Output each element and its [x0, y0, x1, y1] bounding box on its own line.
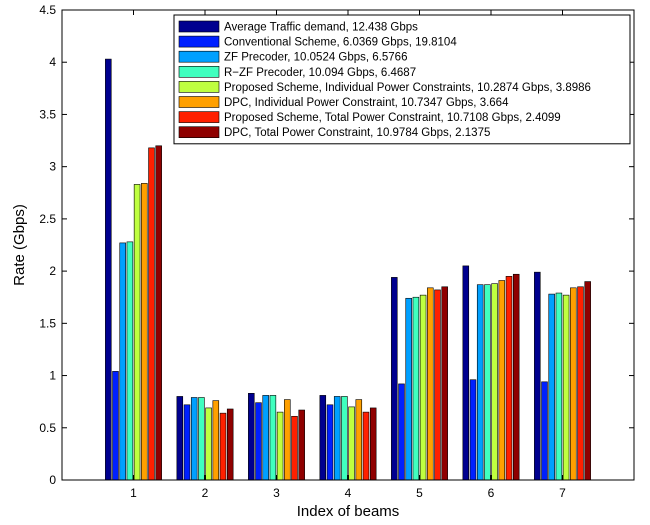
y-axis-label: Rate (Gbps): [11, 204, 28, 286]
bar: [148, 147, 155, 481]
bar: [434, 289, 441, 481]
bar: [284, 399, 291, 481]
bar: [176, 396, 184, 481]
bar: [498, 280, 506, 481]
bar: [291, 415, 298, 481]
legend: Average Traffic demand, 12.438 Gbps Conve…: [173, 14, 631, 145]
legend-label: Conventional Scheme, 6.0369 Gbps, 19.810…: [224, 37, 457, 49]
bar: [491, 283, 498, 481]
bar: [269, 395, 277, 481]
y-tick-label: 0.5: [39, 421, 56, 435]
bar: [198, 397, 205, 481]
y-tick-label: 4.5: [39, 3, 56, 17]
bar: [319, 395, 327, 481]
legend-box: [173, 14, 631, 145]
x-tick-label: 4: [345, 486, 352, 500]
bar: [476, 284, 484, 481]
legend-label: Proposed Scheme, Individual Power Constr…: [224, 82, 591, 94]
bar: [205, 407, 212, 481]
bar: [555, 292, 563, 481]
bar: [512, 273, 520, 481]
legend-label: ZF Precoder, 10.0524 Gbps, 6.5766: [224, 52, 407, 64]
bar: [119, 242, 126, 481]
bar: [391, 277, 398, 481]
legend-label: DPC, Total Power Constraint, 10.9784 Gbp…: [224, 127, 490, 139]
bar: [427, 287, 434, 481]
bar: [405, 297, 412, 481]
legend-label: DPC, Individual Power Constraint, 10.734…: [224, 97, 509, 109]
legend-swatch: [178, 111, 220, 123]
y-tick-label: 3: [49, 160, 56, 174]
bar: [355, 399, 363, 481]
y-tick-label: 0: [49, 473, 56, 487]
bar: [333, 396, 341, 481]
bar: [534, 271, 541, 481]
bar: [105, 58, 112, 481]
legend-swatch: [178, 96, 220, 108]
bar: [462, 265, 470, 481]
bar: [219, 412, 227, 481]
legend-swatch: [178, 66, 220, 78]
bar: [505, 276, 513, 481]
legend-label: Average Traffic demand, 12.438 Gbps: [224, 22, 418, 34]
bar: [398, 383, 405, 481]
y-tick-label: 1: [49, 369, 56, 383]
x-tick-label: 3: [273, 486, 280, 500]
bar: [298, 409, 305, 481]
bar: [541, 381, 548, 481]
bar: [126, 241, 134, 481]
x-tick-label: 5: [416, 486, 423, 500]
x-tick-label: 1: [130, 486, 137, 500]
bar: [212, 400, 220, 481]
y-tick-label: 4: [49, 55, 56, 69]
bar: [419, 294, 427, 481]
x-axis-label: Index of beams: [297, 503, 400, 520]
bar: [226, 408, 234, 481]
bar: [183, 404, 191, 481]
bar: [341, 396, 348, 481]
bar: [441, 286, 448, 481]
bar: [348, 406, 355, 481]
legend-swatch: [178, 35, 220, 48]
legend-label: R−ZF Precoder, 10.094 Gbps, 6.4687: [224, 67, 416, 79]
bar: [562, 294, 570, 481]
bar: [133, 184, 141, 481]
bar: [141, 183, 148, 481]
legend-swatch: [178, 126, 220, 138]
bar: [155, 145, 162, 481]
x-tick-label: 7: [559, 486, 566, 500]
y-tick-label: 3.5: [39, 107, 56, 121]
bar: [469, 379, 477, 481]
bar: [362, 411, 370, 481]
bar: [369, 407, 377, 481]
bar: [190, 397, 198, 481]
legend-swatch: [178, 20, 220, 33]
bar: [484, 284, 491, 481]
bar: [112, 371, 119, 481]
bar: [584, 281, 591, 481]
bar: [548, 293, 555, 481]
bar: [248, 393, 255, 481]
bar: [255, 402, 262, 481]
legend-swatch: [178, 50, 220, 63]
bar: [326, 404, 334, 481]
y-tick-label: 1.5: [39, 316, 56, 330]
bar: [412, 296, 420, 481]
y-tick-label: 2: [49, 264, 56, 278]
legend-swatch: [178, 81, 220, 93]
x-tick-label: 6: [488, 486, 495, 500]
bar: [276, 411, 284, 481]
legend-label: Proposed Scheme, Total Power Constraint,…: [224, 112, 561, 124]
x-tick-label: 2: [202, 486, 209, 500]
bar: [570, 287, 577, 481]
axes-group: 0 0.5 1 1.5 2 2.5 3 3.5 4 4.5 1 2 3 4 5 6 7: [39, 3, 635, 500]
y-tick-label: 2.5: [39, 212, 56, 226]
bar: [577, 286, 584, 481]
bar: [262, 395, 269, 481]
